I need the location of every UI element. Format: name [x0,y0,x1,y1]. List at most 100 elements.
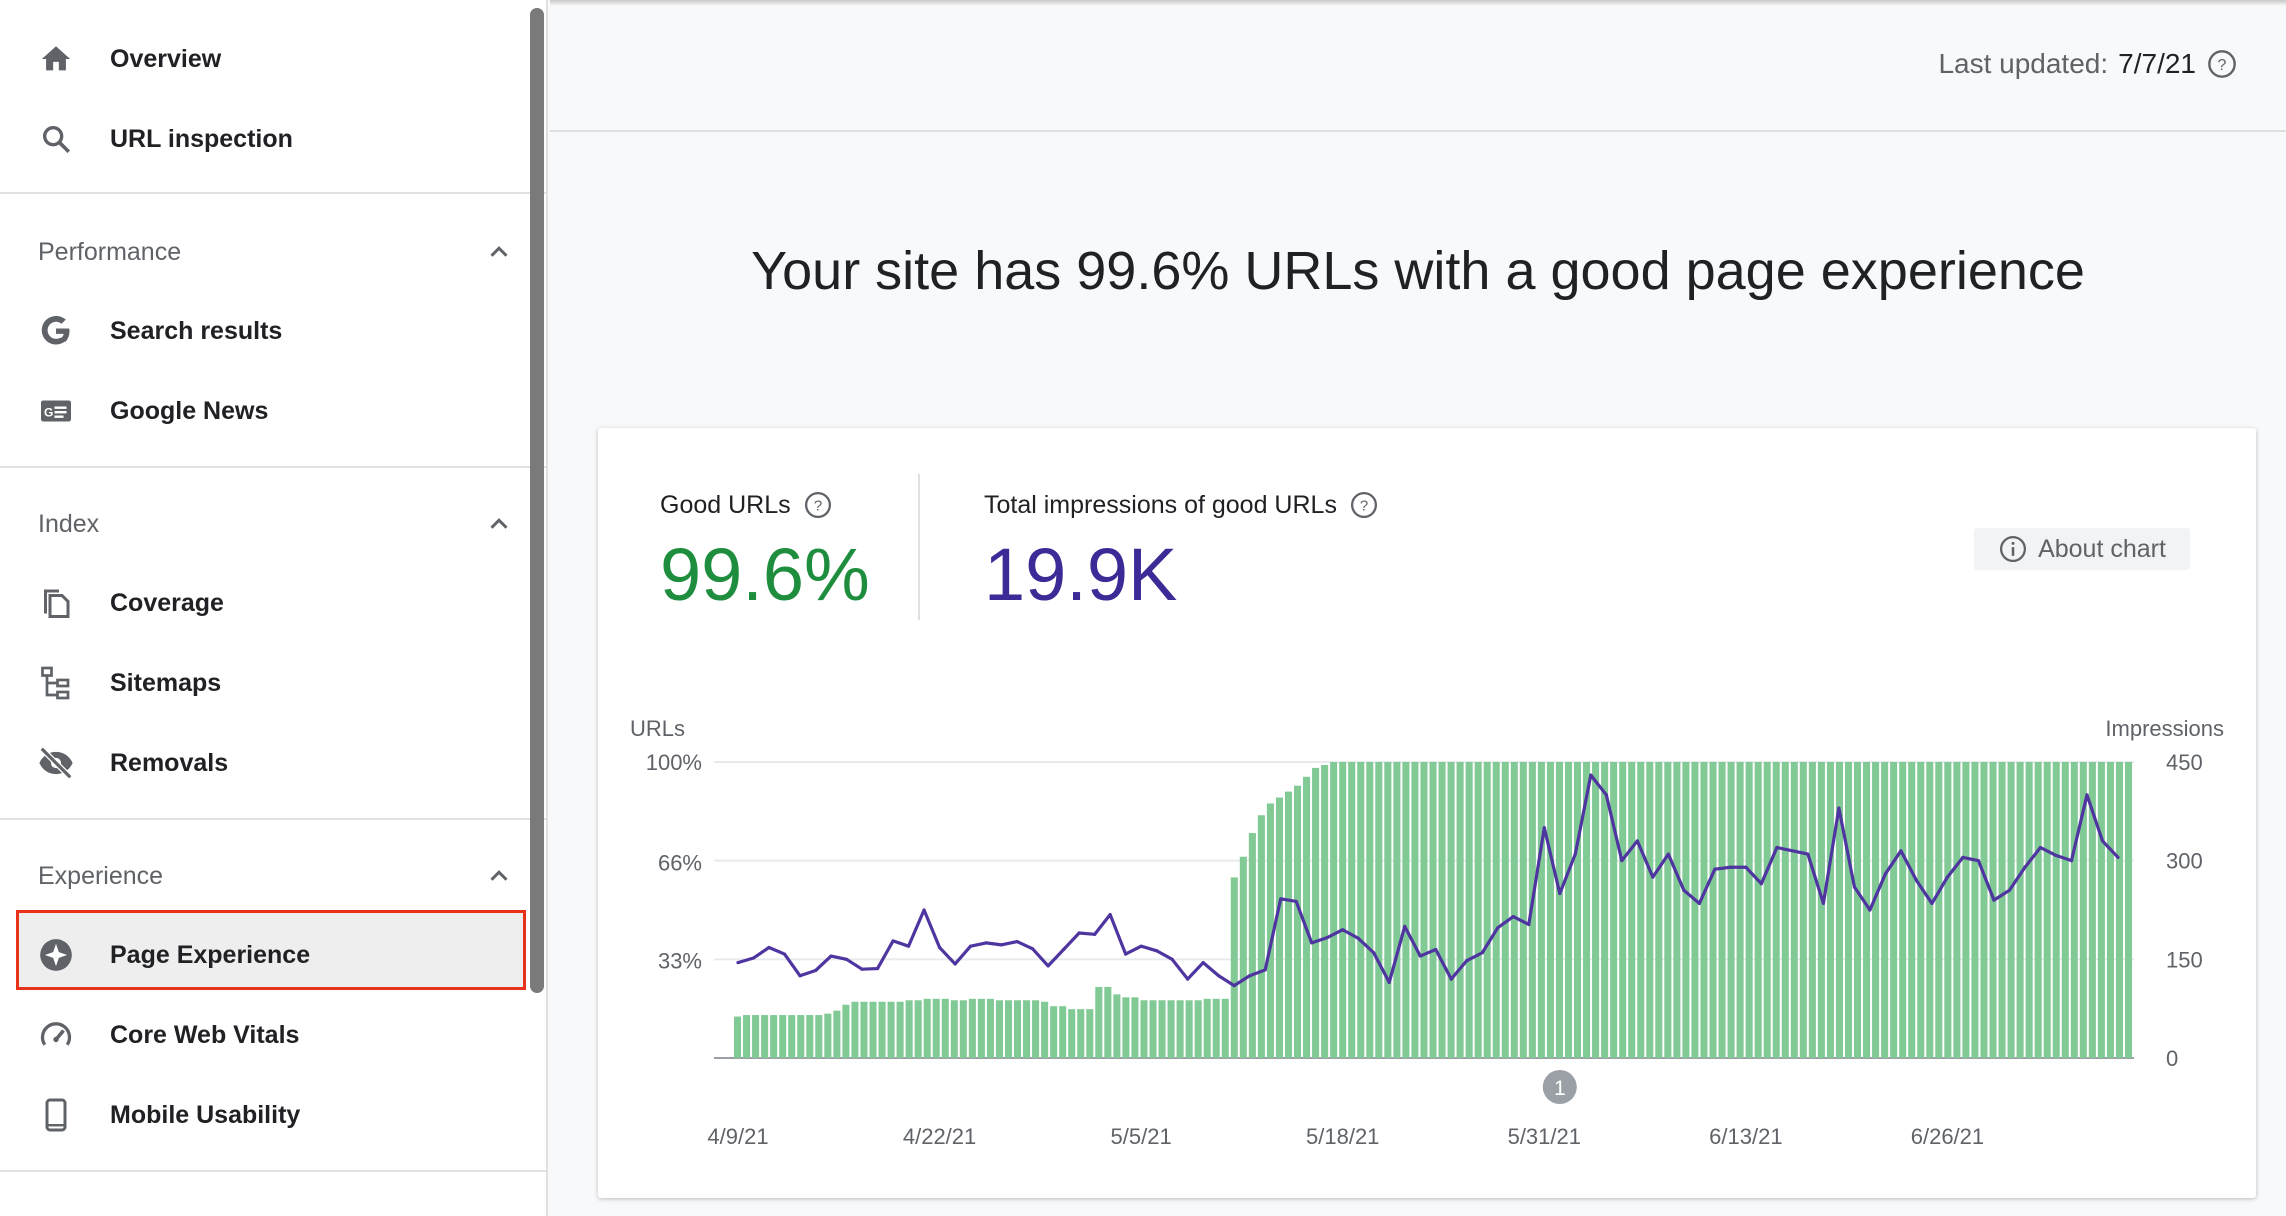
bar-good-urls[interactable] [1718,762,1726,1058]
bar-good-urls[interactable] [1348,762,1356,1058]
bar-good-urls[interactable] [1004,1000,1013,1058]
bar-good-urls[interactable] [1754,762,1762,1058]
bar-good-urls[interactable] [1628,762,1636,1058]
bar-good-urls[interactable] [2097,762,2105,1058]
annotation-marker[interactable]: 1 [1542,1070,1577,1104]
bar-good-urls[interactable] [1023,1000,1031,1058]
bar-good-urls[interactable] [770,1015,778,1058]
bar-good-urls[interactable] [1095,986,1103,1058]
bar-good-urls[interactable] [2043,762,2051,1058]
bar-good-urls[interactable] [1212,998,1220,1058]
bar-good-urls[interactable] [995,1000,1003,1058]
bar-good-urls[interactable] [1465,762,1473,1058]
bar-good-urls[interactable] [1700,762,1708,1058]
bar-good-urls[interactable] [815,1015,823,1058]
bar-good-urls[interactable] [1501,762,1509,1058]
bar-good-urls[interactable] [1221,998,1229,1058]
section-header-experience[interactable]: Experience [0,846,530,906]
bar-good-urls[interactable] [1881,762,1889,1058]
bar-good-urls[interactable] [1158,1000,1166,1058]
bar-good-urls[interactable] [1104,986,1112,1058]
bar-good-urls[interactable] [2115,762,2123,1058]
bar-good-urls[interactable] [1682,762,1690,1058]
bar-good-urls[interactable] [1438,762,1446,1058]
bar-good-urls[interactable] [1592,762,1600,1058]
line-impressions[interactable] [737,773,2120,988]
bar-good-urls[interactable] [1149,1000,1157,1058]
bar-good-urls[interactable] [1637,762,1645,1058]
bar-good-urls[interactable] [1239,856,1247,1058]
bar-good-urls[interactable] [869,1001,877,1058]
sidebar-item-url-inspection[interactable]: URL inspection [0,104,530,174]
about-chart-button[interactable]: About chart [1974,528,2190,570]
bar-good-urls[interactable] [896,1001,904,1058]
bar-good-urls[interactable] [1230,877,1238,1058]
bar-good-urls[interactable] [1050,1006,1058,1058]
bar-good-urls[interactable] [1790,762,1798,1058]
bar-good-urls[interactable] [1908,762,1916,1058]
bar-good-urls[interactable] [1294,785,1302,1058]
bar-good-urls[interactable] [1167,1000,1175,1058]
bar-good-urls[interactable] [1420,762,1428,1058]
bar-good-urls[interactable] [1646,762,1654,1058]
bar-good-urls[interactable] [1799,762,1807,1058]
bar-good-urls[interactable] [2016,762,2024,1058]
bar-good-urls[interactable] [1402,762,1410,1058]
bar-good-urls[interactable] [1555,762,1563,1058]
bar-good-urls[interactable] [986,998,994,1058]
bar-good-urls[interactable] [779,1015,787,1058]
bar-good-urls[interactable] [1664,762,1672,1058]
bar-good-urls[interactable] [2052,762,2060,1058]
bar-good-urls[interactable] [914,1000,922,1058]
bar-good-urls[interactable] [1203,998,1211,1058]
bar-good-urls[interactable] [2007,762,2015,1058]
bar-good-urls[interactable] [1835,762,1843,1058]
bar-good-urls[interactable] [1872,762,1880,1058]
bar-good-urls[interactable] [1583,762,1591,1058]
bar-good-urls[interactable] [743,1015,751,1058]
bar-good-urls[interactable] [1303,776,1311,1058]
bar-good-urls[interactable] [1610,762,1618,1058]
bar-good-urls[interactable] [1140,1000,1148,1058]
bar-good-urls[interactable] [1384,762,1392,1058]
bar-good-urls[interactable] [1691,762,1699,1058]
bar-good-urls[interactable] [932,998,940,1058]
bar-good-urls[interactable] [1926,762,1934,1058]
bar-good-urls[interactable] [1510,762,1518,1058]
bar-good-urls[interactable] [2025,762,2033,1058]
bar-good-urls[interactable] [1574,762,1582,1058]
help-icon[interactable]: ? [2206,48,2238,80]
bar-good-urls[interactable] [1763,762,1771,1058]
bar-good-urls[interactable] [1257,815,1265,1058]
help-icon[interactable]: ? [1349,490,1379,520]
bar-good-urls[interactable] [842,1004,850,1058]
bar-good-urls[interactable] [1194,1000,1202,1058]
bar-good-urls[interactable] [2061,762,2069,1058]
sidebar-item-sitemaps[interactable]: Sitemaps [0,648,530,718]
bar-good-urls[interactable] [1077,1009,1085,1058]
help-icon[interactable]: ? [803,490,833,520]
bar-good-urls[interactable] [851,1001,859,1058]
bar-good-urls[interactable] [1131,997,1139,1058]
bar-good-urls[interactable] [1339,762,1347,1058]
bar-good-urls[interactable] [1826,762,1834,1058]
bar-good-urls[interactable] [1375,762,1383,1058]
bar-good-urls[interactable] [1619,762,1627,1058]
bar-good-urls[interactable] [1068,1009,1076,1058]
bar-good-urls[interactable] [1059,1006,1067,1058]
bar-good-urls[interactable] [1727,762,1735,1058]
bar-good-urls[interactable] [1817,762,1825,1058]
bar-good-urls[interactable] [1998,762,2006,1058]
bar-good-urls[interactable] [1808,762,1816,1058]
bar-good-urls[interactable] [1275,797,1283,1058]
bar-good-urls[interactable] [1176,1000,1184,1058]
bar-good-urls[interactable] [761,1015,769,1058]
bar-good-urls[interactable] [797,1015,805,1058]
bar-good-urls[interactable] [968,998,976,1058]
bar-good-urls[interactable] [1863,762,1871,1058]
sidebar-item-page-experience[interactable]: Page Experience [0,920,530,990]
sidebar-item-mobile-usability[interactable]: Mobile Usability [0,1080,530,1150]
bar-good-urls[interactable] [950,1000,958,1058]
bar-good-urls[interactable] [887,1001,895,1058]
bar-good-urls[interactable] [2124,762,2133,1058]
